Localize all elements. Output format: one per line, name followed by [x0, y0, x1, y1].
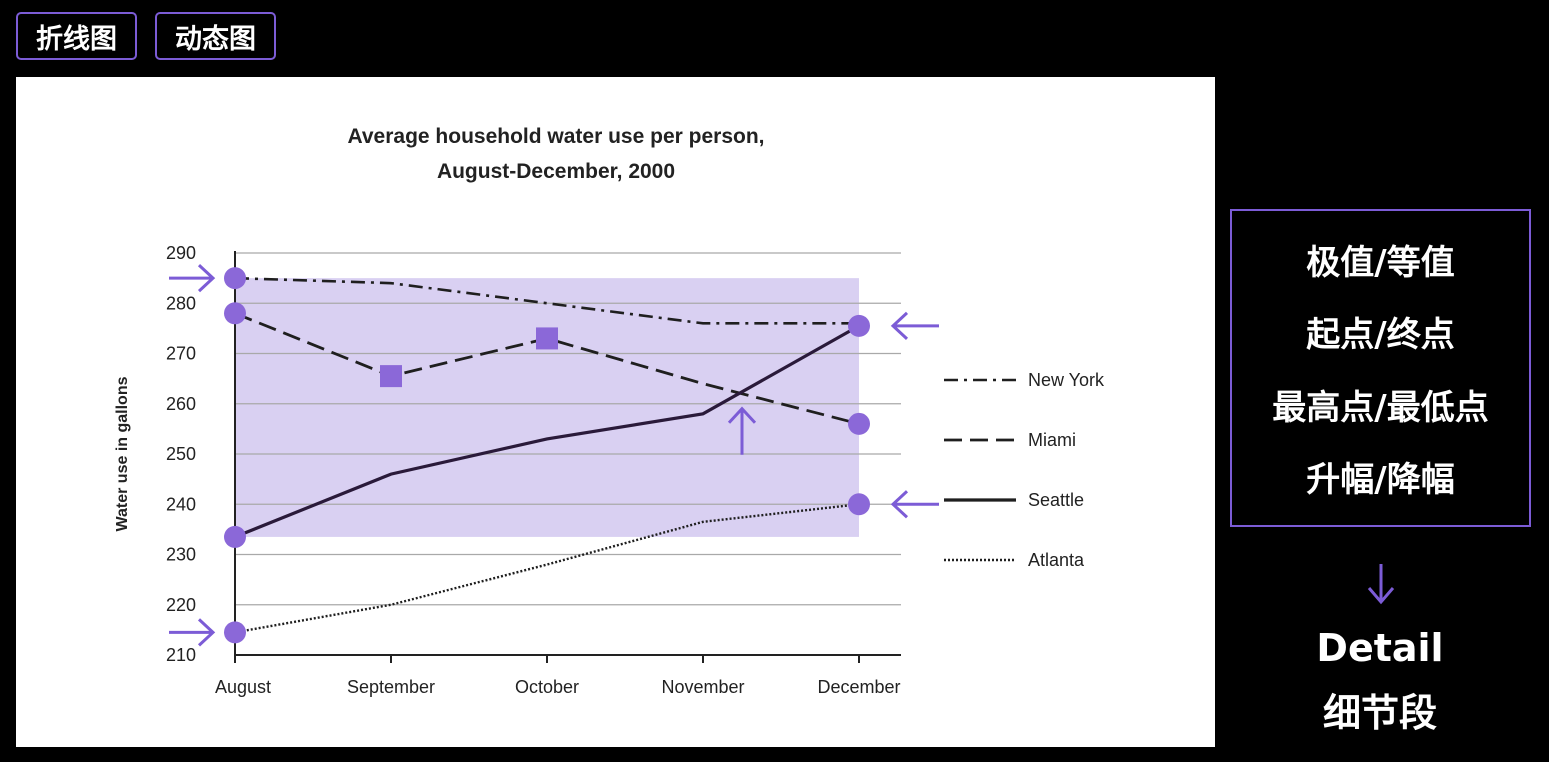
legend-label: Seattle	[1028, 490, 1084, 510]
arrow-right-icon	[169, 264, 216, 293]
y-tick-label: 220	[166, 595, 196, 615]
y-tick-label: 260	[166, 394, 196, 414]
y-tick-label: 250	[166, 444, 196, 464]
arrow-up-icon	[727, 406, 757, 455]
x-tick-label: December	[817, 677, 900, 697]
series-line-new-york	[234, 276, 859, 325]
chart-panel: Average household water use per person, A…	[16, 77, 1215, 747]
y-tick-label: 240	[166, 494, 196, 514]
detail-label-zh: 细节段	[1322, 691, 1437, 735]
y-tick-label: 270	[166, 344, 196, 364]
data-point-marker	[224, 621, 246, 644]
key-point-start-end: 起点/终点	[1306, 315, 1455, 356]
data-point-marker-square	[536, 327, 558, 350]
arrow-left-icon	[890, 311, 939, 340]
detail-label: Detail	[1316, 626, 1444, 670]
x-tick-label: November	[661, 677, 744, 697]
data-point-marker-square	[380, 365, 402, 388]
data-point-marker	[848, 493, 870, 516]
key-point-high-low: 最高点/最低点	[1272, 387, 1489, 428]
y-tick-label: 230	[166, 545, 196, 565]
data-point-marker	[224, 302, 246, 325]
legend-label: Atlanta	[1028, 550, 1085, 570]
data-point-marker	[224, 525, 246, 548]
data-point-marker	[848, 314, 870, 337]
data-point-marker	[224, 267, 246, 290]
legend-label: New York	[1028, 370, 1105, 390]
y-tick-label: 210	[166, 645, 196, 665]
arrow-down-icon	[1367, 564, 1395, 605]
key-point-rise-fall: 升幅/降幅	[1306, 460, 1455, 501]
x-tick-label: October	[515, 677, 579, 697]
y-axis-label: Water use in gallons	[114, 376, 131, 531]
chart-title-line: Average household water use per person,	[347, 125, 764, 148]
arrow-right-icon	[169, 618, 216, 647]
y-tick-label: 290	[166, 243, 196, 263]
key-point-extremes: 极值/等值	[1306, 242, 1455, 283]
data-point-marker	[848, 412, 870, 435]
line-chart: Average household water use per person, A…	[114, 125, 1105, 697]
key-points-box: 极值/等值 起点/终点 最高点/最低点 升幅/降幅	[1230, 209, 1531, 527]
tab-dynamic-chart[interactable]: 动态图	[155, 12, 276, 60]
arrow-left-icon	[890, 490, 939, 519]
legend-label: Miami	[1028, 430, 1076, 450]
x-tick-label: August	[215, 677, 271, 697]
y-tick-label: 280	[166, 293, 196, 313]
series-line-seattle	[234, 324, 860, 539]
series-line-atlanta	[234, 503, 860, 634]
x-tick-label: September	[347, 677, 435, 697]
chart-title-line: August-December, 2000	[437, 160, 675, 183]
tab-line-chart[interactable]: 折线图	[16, 12, 137, 60]
